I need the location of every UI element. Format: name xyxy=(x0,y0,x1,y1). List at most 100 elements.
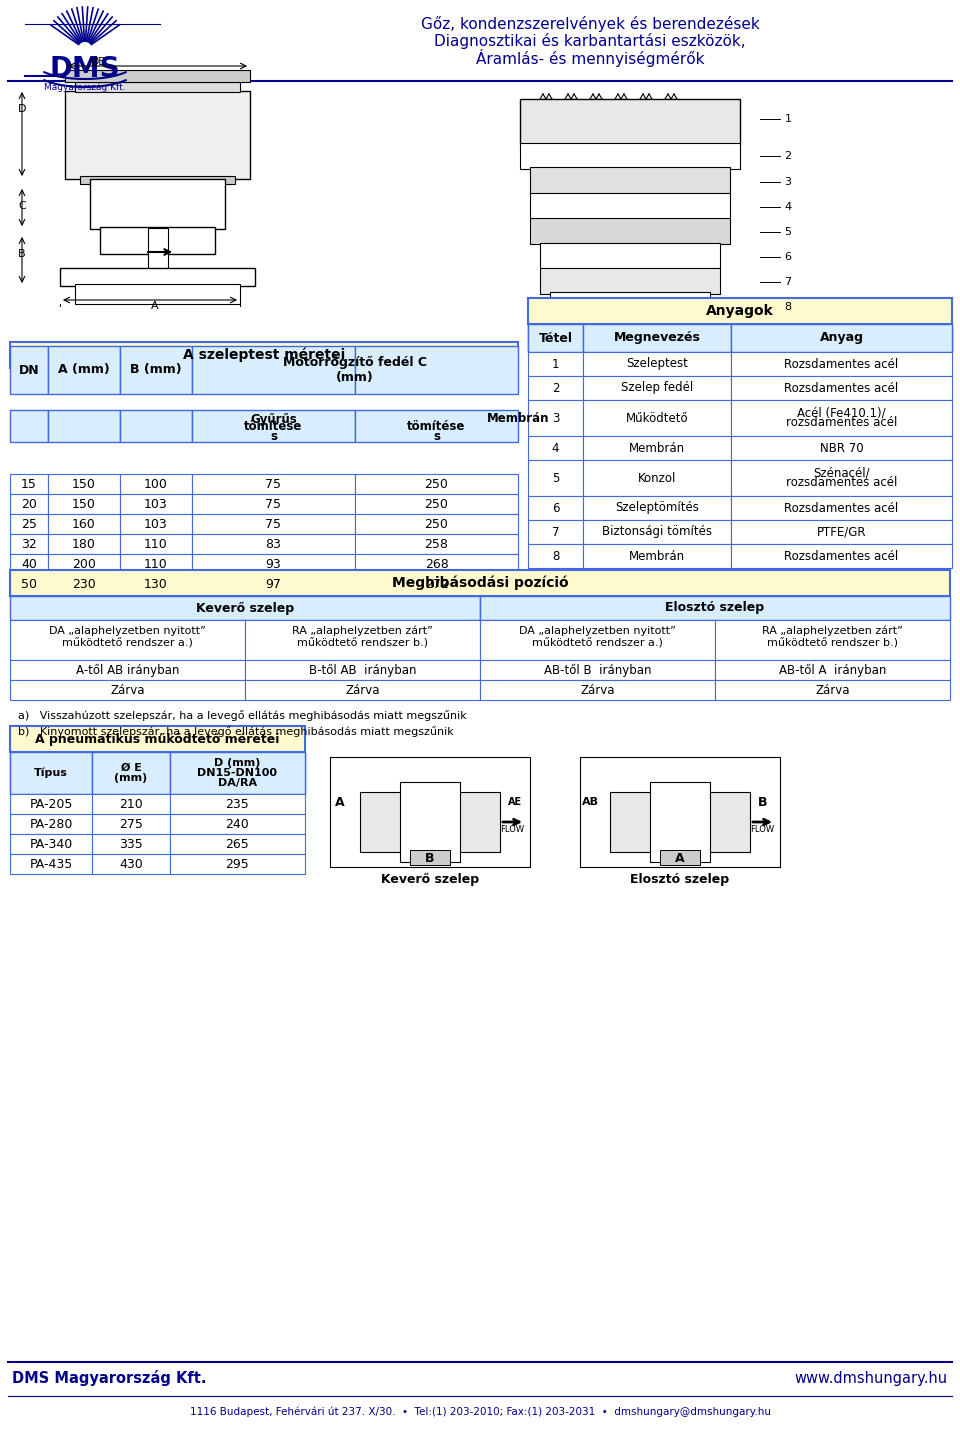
Text: Zárva: Zárva xyxy=(580,684,614,697)
Bar xyxy=(10,751,92,794)
Text: 3: 3 xyxy=(552,412,559,424)
Bar xyxy=(610,792,750,852)
Bar xyxy=(550,293,710,314)
Bar xyxy=(10,597,480,619)
Text: Elosztó szelep: Elosztó szelep xyxy=(665,601,764,615)
Text: Membrán: Membrán xyxy=(487,413,549,426)
Bar xyxy=(48,346,120,394)
Text: DA „alaphelyzetben nyitott”: DA „alaphelyzetben nyitott” xyxy=(49,627,206,637)
Text: ØE: ØE xyxy=(90,57,105,67)
Text: RA „alaphelyzetben zárt”: RA „alaphelyzetben zárt” xyxy=(292,625,433,637)
Bar xyxy=(192,493,355,513)
Bar xyxy=(10,475,48,493)
Text: 75: 75 xyxy=(266,518,281,531)
Bar xyxy=(355,493,518,513)
Bar xyxy=(92,794,170,815)
Bar xyxy=(120,410,192,442)
Text: A szeleptest méretei: A szeleptest méretei xyxy=(182,348,346,363)
Bar xyxy=(170,751,305,794)
Text: 200: 200 xyxy=(72,558,96,571)
Bar xyxy=(92,855,170,873)
Bar xyxy=(48,410,120,442)
Text: Rozsdamentes acél: Rozsdamentes acél xyxy=(784,381,899,394)
Bar xyxy=(540,268,720,294)
Bar xyxy=(530,218,730,244)
Text: 210: 210 xyxy=(119,797,143,810)
Text: AE: AE xyxy=(508,797,522,807)
Bar xyxy=(583,460,731,496)
Text: Rozsdamentes acél: Rozsdamentes acél xyxy=(784,502,899,515)
Text: 265: 265 xyxy=(226,837,250,850)
Text: Megnevezés: Megnevezés xyxy=(613,331,701,344)
Bar xyxy=(731,543,952,568)
Text: C: C xyxy=(18,201,26,211)
Bar xyxy=(731,400,952,436)
Text: 103: 103 xyxy=(144,518,168,531)
Text: 250: 250 xyxy=(424,498,448,511)
Text: 75: 75 xyxy=(266,478,281,490)
Bar xyxy=(170,855,305,873)
Bar xyxy=(355,533,518,554)
Text: a)   Visszahúzott szelepszár, ha a levegő ellátás meghibásodás miatt megszűnik: a) Visszahúzott szelepszár, ha a levegő … xyxy=(18,710,467,721)
Bar xyxy=(10,513,48,533)
Text: s: s xyxy=(270,430,277,443)
Bar xyxy=(10,835,92,855)
Text: Szelep fedél: Szelep fedél xyxy=(621,381,693,394)
Bar xyxy=(583,496,731,521)
Text: Rozsdamentes acél: Rozsdamentes acél xyxy=(784,357,899,370)
Bar xyxy=(355,410,518,442)
Bar xyxy=(10,680,245,700)
Text: FLOW: FLOW xyxy=(750,825,774,833)
Text: Magyarország Kft.: Magyarország Kft. xyxy=(44,83,126,92)
Bar xyxy=(92,751,170,794)
Bar xyxy=(520,143,740,169)
Text: tömítése: tömítése xyxy=(244,420,302,433)
Bar xyxy=(400,782,460,862)
Text: PA-205: PA-205 xyxy=(30,797,73,810)
Text: 1: 1 xyxy=(784,113,791,123)
Bar xyxy=(731,436,952,460)
Text: DN: DN xyxy=(18,363,39,377)
Bar xyxy=(583,324,731,351)
Text: 5: 5 xyxy=(552,472,559,485)
Bar xyxy=(192,410,355,442)
Text: Áramlás- és mennyiségmérők: Áramlás- és mennyiségmérők xyxy=(476,49,705,67)
Text: PA-435: PA-435 xyxy=(30,858,73,870)
Bar xyxy=(560,313,700,334)
Bar xyxy=(10,619,245,660)
Text: 250: 250 xyxy=(424,518,448,531)
Text: DA/RA: DA/RA xyxy=(218,779,257,789)
Bar xyxy=(528,543,583,568)
Text: Keverő szelep: Keverő szelep xyxy=(196,601,294,615)
Text: 8: 8 xyxy=(552,549,559,562)
Text: 6: 6 xyxy=(552,502,560,515)
Bar xyxy=(120,513,192,533)
Bar xyxy=(355,346,518,394)
Bar xyxy=(170,794,305,815)
Text: AB-től A  irányban: AB-től A irányban xyxy=(779,664,886,677)
Bar xyxy=(715,619,950,660)
Text: A (mm): A (mm) xyxy=(59,363,109,377)
Text: B: B xyxy=(758,796,768,809)
Text: Szeleptömítés: Szeleptömítés xyxy=(615,502,699,515)
Bar xyxy=(480,660,715,680)
Text: Gőz, kondenzszerelvények és berendezések: Gőz, kondenzszerelvények és berendezések xyxy=(420,16,759,32)
Text: D (mm): D (mm) xyxy=(214,759,261,769)
Bar xyxy=(528,298,952,324)
Text: B: B xyxy=(425,852,435,866)
Bar xyxy=(100,227,215,254)
Text: 275: 275 xyxy=(119,817,143,830)
Bar xyxy=(192,533,355,554)
Text: 7: 7 xyxy=(784,277,792,287)
Text: A-től AB irányban: A-től AB irányban xyxy=(76,664,180,677)
Bar xyxy=(80,176,235,184)
Text: 40: 40 xyxy=(21,558,36,571)
Bar xyxy=(92,835,170,855)
Bar xyxy=(170,815,305,835)
Text: D: D xyxy=(17,105,26,113)
Text: Zárva: Zárva xyxy=(815,684,850,697)
Text: 20: 20 xyxy=(21,498,36,511)
Text: 335: 335 xyxy=(119,837,143,850)
Text: NBR 70: NBR 70 xyxy=(820,442,863,455)
Bar xyxy=(731,376,952,400)
